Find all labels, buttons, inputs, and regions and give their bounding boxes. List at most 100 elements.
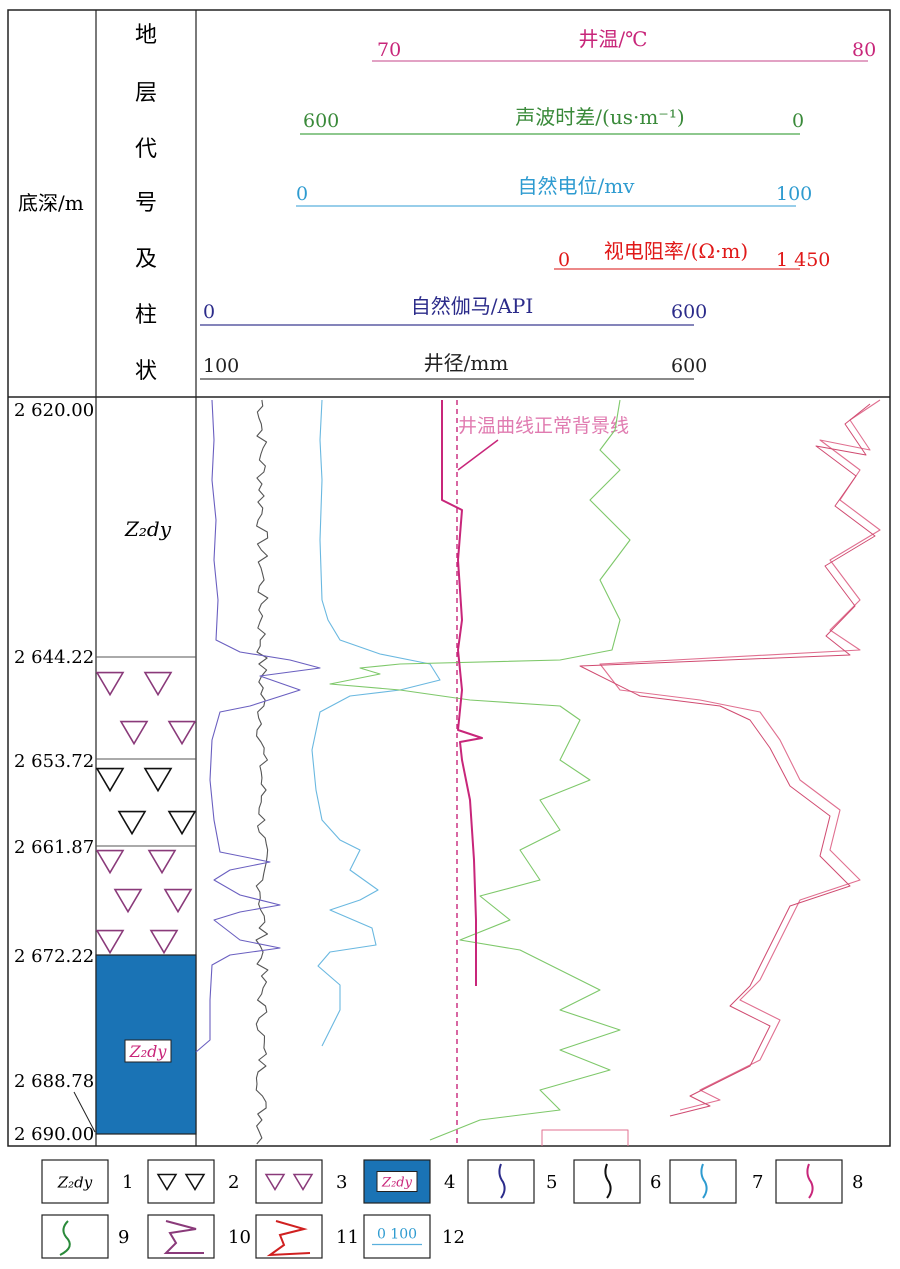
legend-item: 9 bbox=[41, 1214, 129, 1259]
sp-curve bbox=[311, 399, 441, 1047]
temperature-curve bbox=[441, 400, 483, 986]
scale-title: 视电阻率/(Ω·m) bbox=[604, 239, 748, 263]
legend-number: 11 bbox=[336, 1227, 359, 1248]
legend-curve bbox=[806, 1163, 814, 1199]
legend-item: 2 bbox=[147, 1159, 239, 1204]
annotation-leader bbox=[457, 439, 499, 471]
legend-icon-text: 0 100 bbox=[377, 1227, 417, 1243]
legend-item: 10 bbox=[147, 1214, 251, 1259]
purple-curve-icon bbox=[147, 1214, 215, 1259]
scale-min: 70 bbox=[377, 39, 401, 61]
triangle-symbol bbox=[167, 720, 197, 746]
triangle-symbol bbox=[156, 1173, 178, 1191]
legend-item: 6 bbox=[573, 1159, 661, 1204]
black-triangles-icon bbox=[147, 1159, 215, 1204]
triangle-symbol bbox=[95, 929, 125, 955]
legend-item: Z₂dy 4 bbox=[363, 1159, 455, 1204]
depth-label: 2 688.78 bbox=[14, 1071, 94, 1092]
resistivity-curve-a bbox=[599, 399, 881, 1111]
strata-label-char: 地 bbox=[135, 23, 157, 48]
red-curve-icon bbox=[255, 1214, 323, 1259]
strata-column: Z₂dy Z₂dy bbox=[95, 517, 197, 1135]
scale-acoustic: 声波时差/(us·m⁻¹) 600 0 bbox=[300, 105, 804, 135]
scale-title: 井径/mm bbox=[424, 351, 509, 375]
scale-min: 100 bbox=[203, 355, 239, 377]
strata-label-char: 层 bbox=[135, 81, 157, 106]
scale-max: 600 bbox=[671, 301, 707, 323]
legend-curve bbox=[266, 1220, 311, 1257]
scale-max: 0 bbox=[792, 110, 804, 132]
gamma-curve bbox=[195, 399, 321, 1053]
strata-label-char: 号 bbox=[135, 191, 157, 216]
depth-label: 2 644.22 bbox=[14, 647, 94, 668]
depth-column-label: 底深/m bbox=[18, 191, 84, 215]
legend-number: 3 bbox=[336, 1172, 347, 1193]
magenta-curve-icon bbox=[775, 1159, 843, 1204]
scale-max: 80 bbox=[852, 39, 876, 61]
resistivity-curve-b bbox=[579, 403, 876, 1117]
legend-curve bbox=[163, 1220, 204, 1254]
legend-number: 9 bbox=[118, 1227, 129, 1248]
strata-label: Z₂dy bbox=[124, 517, 172, 541]
legend-curve bbox=[700, 1163, 708, 1199]
legend-number: 7 bbox=[752, 1172, 763, 1193]
triangle-symbol bbox=[117, 810, 147, 836]
triangle-symbol bbox=[95, 849, 125, 875]
scale-temperature: 井温/℃ 70 80 bbox=[372, 27, 876, 62]
legend-item: Z₂dy 1 bbox=[41, 1159, 133, 1204]
strata-column-label: 地 层 代 号 及 柱 状 bbox=[135, 23, 157, 384]
legend-number: 2 bbox=[228, 1172, 239, 1193]
strata-label-char: 代 bbox=[135, 137, 157, 162]
triangle-symbol bbox=[163, 888, 193, 914]
legend-item: 3 bbox=[255, 1159, 347, 1204]
triangle-symbol bbox=[149, 929, 179, 955]
scale-gamma: 自然伽马/API 0 600 bbox=[200, 294, 707, 326]
acoustic-curve bbox=[329, 399, 631, 1141]
scale-max: 600 bbox=[671, 355, 707, 377]
scale-caliper: 井径/mm 100 600 bbox=[200, 351, 707, 380]
triangle-symbol bbox=[292, 1173, 314, 1191]
legend-item: 8 bbox=[775, 1159, 863, 1204]
legend-number: 4 bbox=[444, 1172, 455, 1193]
scale-min: 0 bbox=[296, 183, 308, 205]
triangle-symbol bbox=[95, 671, 125, 697]
strata-label-char: 及 bbox=[135, 247, 157, 272]
scale-min: 0 bbox=[558, 249, 570, 271]
legend-item: 7 bbox=[669, 1159, 763, 1204]
depth-label: 2 661.87 bbox=[14, 837, 94, 858]
scale-bar-icon bbox=[363, 1214, 431, 1259]
scale-resistivity: 视电阻率/(Ω·m) 0 1 450 bbox=[554, 239, 830, 271]
triangle-symbol bbox=[143, 671, 173, 697]
triangle-symbol bbox=[143, 767, 173, 793]
triangle-symbol bbox=[119, 720, 149, 746]
scale-title: 声波时差/(us·m⁻¹) bbox=[515, 105, 684, 129]
legend-item: 0 100 12 bbox=[363, 1214, 465, 1259]
caliper-curve bbox=[255, 399, 269, 1145]
strata-label-char: 状 bbox=[135, 359, 157, 384]
scale-max: 1 450 bbox=[776, 249, 830, 271]
depth-label: 2 653.72 bbox=[14, 751, 94, 772]
legend-number: 6 bbox=[650, 1172, 661, 1193]
legend-number: 1 bbox=[122, 1172, 133, 1193]
log-curves bbox=[195, 399, 881, 1146]
resistivity-baseline bbox=[541, 1129, 629, 1146]
legend-number: 10 bbox=[228, 1227, 251, 1248]
triangle-symbol bbox=[184, 1173, 206, 1191]
outer-frame bbox=[7, 9, 891, 1147]
purple-triangles-icon bbox=[255, 1159, 323, 1204]
legend-item: 11 bbox=[255, 1214, 359, 1259]
scale-title: 自然伽马/API bbox=[411, 294, 534, 318]
z2dy-text-icon bbox=[41, 1159, 109, 1204]
scale-max: 100 bbox=[776, 183, 812, 205]
triangle-symbol bbox=[167, 810, 197, 836]
scale-sp: 自然电位/mv 0 100 bbox=[296, 174, 812, 207]
scale-title: 井温/℃ bbox=[578, 27, 647, 51]
triangle-symbol bbox=[95, 767, 125, 793]
legend-number: 5 bbox=[546, 1172, 557, 1193]
legend-curve bbox=[59, 1220, 71, 1256]
lithology-triangles bbox=[95, 671, 197, 955]
depth-label: 2 620.00 bbox=[14, 400, 94, 421]
legend-item: 5 bbox=[467, 1159, 557, 1204]
depth-leader-line bbox=[73, 1091, 96, 1133]
